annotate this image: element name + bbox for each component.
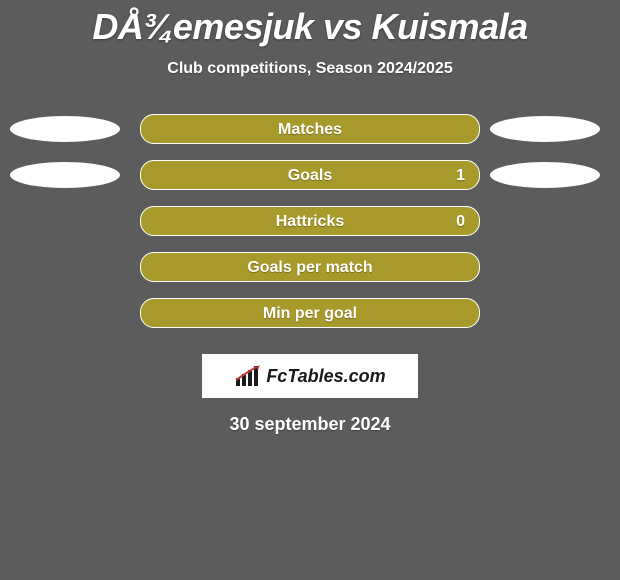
stat-pill: Goals per match bbox=[140, 252, 480, 282]
chart-icon bbox=[234, 364, 262, 388]
logo-text: FcTables.com bbox=[266, 366, 385, 387]
stat-value-right: 0 bbox=[456, 207, 465, 237]
stat-rows: Matches Goals 1 Hattricks 0 Goals per ma… bbox=[0, 106, 620, 336]
fctables-logo: FcTables.com bbox=[202, 354, 418, 398]
ellipse-left bbox=[10, 162, 120, 188]
stat-value-right: 1 bbox=[456, 161, 465, 191]
ellipse-right bbox=[490, 162, 600, 188]
stat-label: Goals per match bbox=[247, 259, 372, 276]
page-title: DÅ¾emesjuk vs Kuismala bbox=[0, 0, 620, 48]
stat-pill: Hattricks 0 bbox=[140, 206, 480, 236]
stat-pill: Min per goal bbox=[140, 298, 480, 328]
stat-row-goals: Goals 1 bbox=[0, 152, 620, 198]
ellipse-right bbox=[490, 116, 600, 142]
stat-row-goals-per-match: Goals per match bbox=[0, 244, 620, 290]
stat-row-min-per-goal: Min per goal bbox=[0, 290, 620, 336]
ellipse-left bbox=[10, 116, 120, 142]
date-text: 30 september 2024 bbox=[0, 414, 620, 435]
stat-label: Goals bbox=[288, 167, 332, 184]
stat-label: Min per goal bbox=[263, 305, 357, 322]
subtitle: Club competitions, Season 2024/2025 bbox=[0, 60, 620, 78]
stat-pill: Matches bbox=[140, 114, 480, 144]
stat-label: Matches bbox=[278, 121, 342, 138]
stat-row-hattricks: Hattricks 0 bbox=[0, 198, 620, 244]
stat-row-matches: Matches bbox=[0, 106, 620, 152]
stat-label: Hattricks bbox=[276, 213, 344, 230]
stat-pill: Goals 1 bbox=[140, 160, 480, 190]
